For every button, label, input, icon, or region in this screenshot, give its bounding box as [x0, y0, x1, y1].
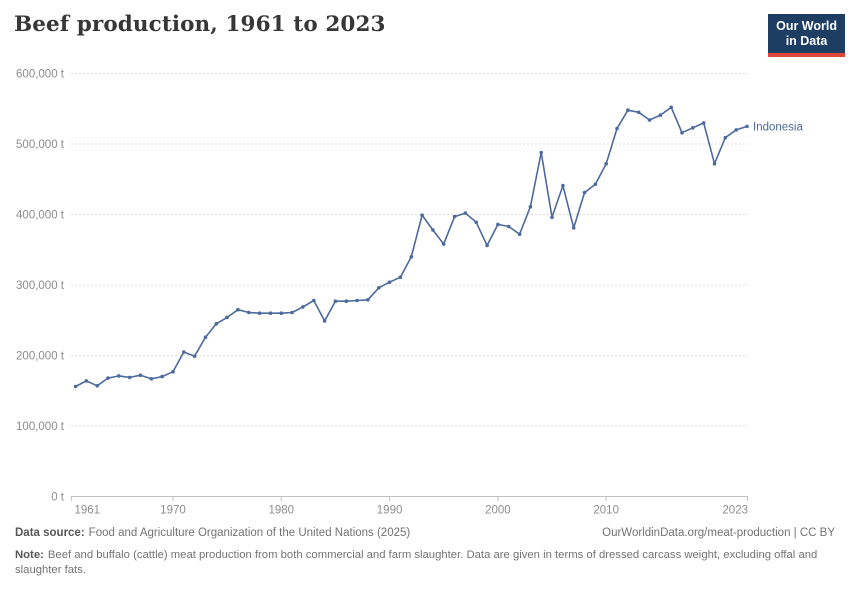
data-point	[604, 161, 608, 166]
data-source-text: Food and Agriculture Organization of the…	[88, 527, 411, 539]
data-point	[377, 286, 381, 290]
logo-line1: Our World	[776, 19, 837, 33]
data-point	[84, 379, 89, 383]
x-tick-label: 2023	[722, 505, 748, 517]
data-point	[279, 311, 284, 316]
data-point	[290, 310, 294, 315]
data-point	[474, 220, 479, 225]
data-point	[550, 215, 554, 220]
credit-link[interactable]: OurWorldinData.org/meat-production | CC …	[602, 527, 835, 539]
data-point	[301, 305, 305, 309]
y-tick-label: 400,000 t	[16, 210, 65, 222]
data-point	[712, 161, 717, 166]
line-chart[interactable]: 0 t 100,000 t 200,000 t 300,000 t 400,000 t 5…	[0, 0, 850, 522]
y-tick-label: 300,000 t	[16, 280, 65, 292]
x-tick-label: 1970	[160, 505, 186, 517]
data-point	[506, 224, 511, 229]
data-point	[344, 299, 349, 304]
x-tick-label: 2000	[485, 505, 511, 517]
y-tick-label: 500,000 t	[16, 139, 65, 151]
data-point	[268, 311, 273, 316]
data-point	[615, 126, 619, 131]
data-point	[106, 376, 110, 380]
data-point	[214, 322, 219, 326]
data-point	[561, 183, 565, 188]
data-point	[593, 182, 598, 186]
data-point	[571, 226, 576, 230]
data-point	[539, 150, 543, 155]
data-point	[225, 315, 229, 320]
data-point	[463, 211, 468, 215]
data-point	[322, 319, 327, 323]
data-point	[117, 374, 121, 378]
data-point	[680, 130, 684, 135]
x-tick-label: 2010	[593, 505, 619, 517]
data-point	[658, 113, 663, 117]
data-point	[333, 299, 338, 304]
data-point	[171, 369, 175, 374]
data-point	[355, 298, 359, 303]
data-point	[452, 214, 457, 219]
data-point	[203, 335, 208, 340]
x-tick-label: 1961	[75, 505, 101, 517]
y-tick-label: 200,000 t	[16, 351, 65, 363]
series-line	[74, 106, 748, 388]
data-point	[398, 275, 403, 280]
data-point	[138, 373, 143, 378]
data-point	[73, 384, 78, 389]
data-point	[387, 280, 392, 285]
data-point	[626, 108, 630, 112]
chart-title: Beef production, 1961 to 2023	[14, 12, 386, 37]
y-tick-label: 100,000 t	[16, 421, 65, 433]
data-point	[247, 310, 251, 315]
data-point	[127, 375, 132, 380]
y-tick-label: 600,000 t	[16, 69, 65, 81]
data-point	[496, 222, 500, 227]
data-point	[723, 135, 728, 140]
data-point	[441, 242, 446, 246]
data-point	[734, 128, 738, 132]
data-point	[636, 110, 641, 115]
note-label: Note:	[15, 549, 44, 561]
data-point	[485, 243, 489, 248]
data-point	[528, 204, 533, 209]
owid-logo[interactable]: Our World in Data	[768, 14, 845, 57]
x-tick-label: 1990	[377, 505, 403, 517]
data-point	[257, 311, 262, 316]
entity-label: Indonesia	[753, 121, 803, 133]
data-point	[236, 307, 240, 312]
data-source-label: Data source:	[15, 527, 85, 539]
data-point	[431, 228, 435, 232]
chart-footer: Data source: Food and Agriculture Organiz…	[15, 527, 835, 578]
data-point	[647, 118, 652, 122]
note: Note: Beef and buffalo (cattle) meat prod…	[15, 548, 827, 578]
logo-line2: in Data	[785, 34, 828, 49]
data-point	[745, 124, 749, 129]
data-point	[582, 190, 587, 195]
x-tick-label: 1980	[268, 505, 294, 517]
data-point	[160, 374, 164, 379]
data-point	[149, 377, 154, 381]
data-point	[517, 232, 522, 236]
data-point	[192, 354, 197, 359]
note-text: Beef and buffalo (cattle) meat productio…	[15, 549, 818, 576]
data-point	[312, 298, 316, 303]
data-point	[701, 121, 706, 125]
data-point	[420, 213, 424, 217]
data-point	[669, 105, 673, 110]
data-point	[691, 126, 695, 130]
data-point	[409, 254, 414, 259]
data-point	[182, 350, 186, 354]
data-point	[95, 384, 99, 388]
y-tick-label: 0 t	[51, 492, 65, 504]
data-point	[366, 298, 370, 302]
data-source: Data source: Food and Agriculture Organiz…	[15, 527, 410, 539]
